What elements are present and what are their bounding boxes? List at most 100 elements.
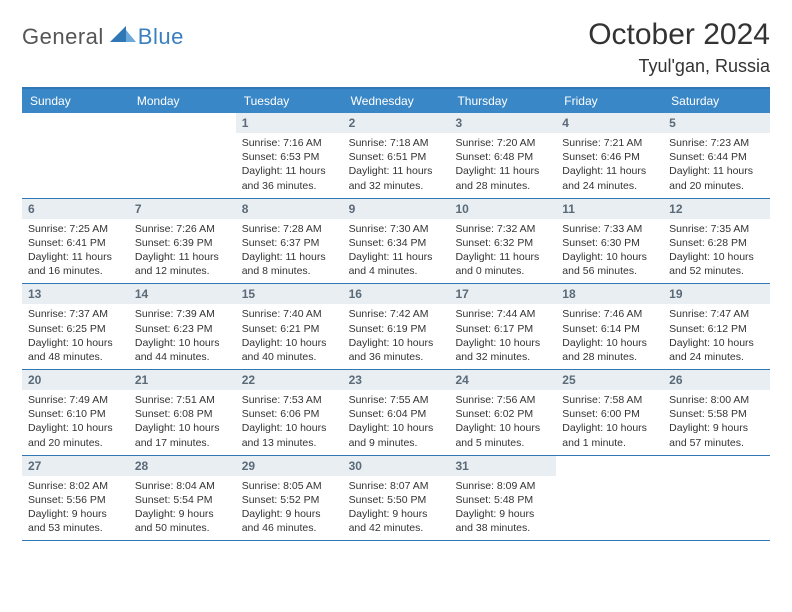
daylight-text-2: and 1 minute. [562,436,657,450]
daylight-text-1: Daylight: 9 hours [135,507,230,521]
day-body: Sunrise: 8:04 AMSunset: 5:54 PMDaylight:… [129,476,236,541]
daylight-text-1: Daylight: 11 hours [562,164,657,178]
daylight-text-1: Daylight: 11 hours [349,250,444,264]
day-cell: 27Sunrise: 8:02 AMSunset: 5:56 PMDayligh… [22,456,129,541]
daylight-text-1: Daylight: 11 hours [242,164,337,178]
daylight-text-1: Daylight: 10 hours [349,421,444,435]
day-number: 16 [343,284,450,304]
day-body: Sunrise: 7:53 AMSunset: 6:06 PMDaylight:… [236,390,343,455]
daylight-text-2: and 56 minutes. [562,264,657,278]
day-cell [556,456,663,541]
day-cell: 28Sunrise: 8:04 AMSunset: 5:54 PMDayligh… [129,456,236,541]
day-number: 25 [556,370,663,390]
day-number: 13 [22,284,129,304]
day-body: Sunrise: 7:33 AMSunset: 6:30 PMDaylight:… [556,219,663,284]
day-number: 15 [236,284,343,304]
day-number: 8 [236,199,343,219]
day-body: Sunrise: 7:32 AMSunset: 6:32 PMDaylight:… [449,219,556,284]
sunrise-text: Sunrise: 8:02 AM [28,479,123,493]
daylight-text-1: Daylight: 11 hours [242,250,337,264]
sunset-text: Sunset: 6:14 PM [562,322,657,336]
daylight-text-1: Daylight: 9 hours [349,507,444,521]
daylight-text-1: Daylight: 11 hours [669,164,764,178]
day-cell: 8Sunrise: 7:28 AMSunset: 6:37 PMDaylight… [236,199,343,284]
daylight-text-1: Daylight: 11 hours [135,250,230,264]
sunset-text: Sunset: 5:54 PM [135,493,230,507]
day-body: Sunrise: 7:58 AMSunset: 6:00 PMDaylight:… [556,390,663,455]
daylight-text-1: Daylight: 10 hours [28,421,123,435]
sunrise-text: Sunrise: 7:42 AM [349,307,444,321]
sunset-text: Sunset: 5:58 PM [669,407,764,421]
day-number: 6 [22,199,129,219]
daylight-text-2: and 0 minutes. [455,264,550,278]
logo: General Blue [22,24,184,50]
week-row: 1Sunrise: 7:16 AMSunset: 6:53 PMDaylight… [22,113,770,199]
sunset-text: Sunset: 6:10 PM [28,407,123,421]
sunset-text: Sunset: 5:50 PM [349,493,444,507]
day-cell [663,456,770,541]
day-number: 20 [22,370,129,390]
sunrise-text: Sunrise: 7:37 AM [28,307,123,321]
sunrise-text: Sunrise: 7:33 AM [562,222,657,236]
sunset-text: Sunset: 6:39 PM [135,236,230,250]
day-cell: 16Sunrise: 7:42 AMSunset: 6:19 PMDayligh… [343,284,450,369]
day-body: Sunrise: 7:42 AMSunset: 6:19 PMDaylight:… [343,304,450,369]
sunset-text: Sunset: 6:08 PM [135,407,230,421]
day-body: Sunrise: 7:49 AMSunset: 6:10 PMDaylight:… [22,390,129,455]
sunrise-text: Sunrise: 7:44 AM [455,307,550,321]
dow-wednesday: Wednesday [343,89,450,113]
day-number: 7 [129,199,236,219]
daylight-text-1: Daylight: 11 hours [28,250,123,264]
daylight-text-1: Daylight: 9 hours [669,421,764,435]
day-cell: 26Sunrise: 8:00 AMSunset: 5:58 PMDayligh… [663,370,770,455]
sunrise-text: Sunrise: 8:00 AM [669,393,764,407]
sunset-text: Sunset: 6:32 PM [455,236,550,250]
sunrise-text: Sunrise: 7:26 AM [135,222,230,236]
day-body: Sunrise: 8:05 AMSunset: 5:52 PMDaylight:… [236,476,343,541]
daylight-text-2: and 53 minutes. [28,521,123,535]
dow-row: Sunday Monday Tuesday Wednesday Thursday… [22,89,770,113]
day-cell: 15Sunrise: 7:40 AMSunset: 6:21 PMDayligh… [236,284,343,369]
day-body: Sunrise: 7:37 AMSunset: 6:25 PMDaylight:… [22,304,129,369]
day-cell: 1Sunrise: 7:16 AMSunset: 6:53 PMDaylight… [236,113,343,198]
sunrise-text: Sunrise: 7:58 AM [562,393,657,407]
week-row: 13Sunrise: 7:37 AMSunset: 6:25 PMDayligh… [22,284,770,370]
title-block: October 2024 Tyul'gan, Russia [588,18,770,77]
day-body: Sunrise: 7:35 AMSunset: 6:28 PMDaylight:… [663,219,770,284]
sunset-text: Sunset: 6:46 PM [562,150,657,164]
sunrise-text: Sunrise: 7:55 AM [349,393,444,407]
day-number: 24 [449,370,556,390]
day-cell: 31Sunrise: 8:09 AMSunset: 5:48 PMDayligh… [449,456,556,541]
daylight-text-2: and 36 minutes. [242,179,337,193]
week-row: 20Sunrise: 7:49 AMSunset: 6:10 PMDayligh… [22,370,770,456]
day-number: 12 [663,199,770,219]
day-number: 5 [663,113,770,133]
day-cell: 21Sunrise: 7:51 AMSunset: 6:08 PMDayligh… [129,370,236,455]
daylight-text-1: Daylight: 10 hours [242,421,337,435]
day-number: 3 [449,113,556,133]
daylight-text-2: and 5 minutes. [455,436,550,450]
sunset-text: Sunset: 6:04 PM [349,407,444,421]
sunset-text: Sunset: 6:21 PM [242,322,337,336]
daylight-text-1: Daylight: 9 hours [455,507,550,521]
daylight-text-2: and 40 minutes. [242,350,337,364]
day-body: Sunrise: 7:25 AMSunset: 6:41 PMDaylight:… [22,219,129,284]
day-body: Sunrise: 7:21 AMSunset: 6:46 PMDaylight:… [556,133,663,198]
day-number: 18 [556,284,663,304]
daylight-text-1: Daylight: 10 hours [562,421,657,435]
day-cell: 22Sunrise: 7:53 AMSunset: 6:06 PMDayligh… [236,370,343,455]
day-cell: 17Sunrise: 7:44 AMSunset: 6:17 PMDayligh… [449,284,556,369]
sunrise-text: Sunrise: 7:53 AM [242,393,337,407]
day-number: 17 [449,284,556,304]
daylight-text-1: Daylight: 11 hours [349,164,444,178]
day-cell: 6Sunrise: 7:25 AMSunset: 6:41 PMDaylight… [22,199,129,284]
daylight-text-1: Daylight: 10 hours [28,336,123,350]
daylight-text-1: Daylight: 10 hours [242,336,337,350]
day-body: Sunrise: 8:09 AMSunset: 5:48 PMDaylight:… [449,476,556,541]
day-body: Sunrise: 7:56 AMSunset: 6:02 PMDaylight:… [449,390,556,455]
day-body: Sunrise: 7:18 AMSunset: 6:51 PMDaylight:… [343,133,450,198]
daylight-text-2: and 46 minutes. [242,521,337,535]
dow-monday: Monday [129,89,236,113]
sunrise-text: Sunrise: 8:05 AM [242,479,337,493]
sunrise-text: Sunrise: 7:32 AM [455,222,550,236]
